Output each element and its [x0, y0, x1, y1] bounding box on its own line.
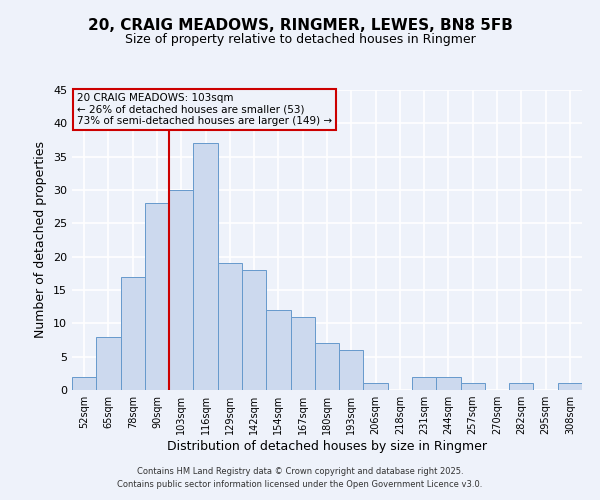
- Bar: [242, 270, 266, 390]
- Bar: [315, 344, 339, 390]
- Y-axis label: Number of detached properties: Number of detached properties: [34, 142, 47, 338]
- Bar: [121, 276, 145, 390]
- Bar: [509, 384, 533, 390]
- Bar: [169, 190, 193, 390]
- Bar: [96, 336, 121, 390]
- Bar: [412, 376, 436, 390]
- Text: 20 CRAIG MEADOWS: 103sqm
← 26% of detached houses are smaller (53)
73% of semi-d: 20 CRAIG MEADOWS: 103sqm ← 26% of detach…: [77, 93, 332, 126]
- Bar: [558, 384, 582, 390]
- Bar: [339, 350, 364, 390]
- Bar: [218, 264, 242, 390]
- Bar: [461, 384, 485, 390]
- Text: Contains HM Land Registry data © Crown copyright and database right 2025.: Contains HM Land Registry data © Crown c…: [137, 467, 463, 476]
- Text: 20, CRAIG MEADOWS, RINGMER, LEWES, BN8 5FB: 20, CRAIG MEADOWS, RINGMER, LEWES, BN8 5…: [88, 18, 512, 32]
- Bar: [145, 204, 169, 390]
- Bar: [193, 144, 218, 390]
- Bar: [266, 310, 290, 390]
- Text: Contains public sector information licensed under the Open Government Licence v3: Contains public sector information licen…: [118, 480, 482, 489]
- Bar: [290, 316, 315, 390]
- X-axis label: Distribution of detached houses by size in Ringmer: Distribution of detached houses by size …: [167, 440, 487, 453]
- Bar: [72, 376, 96, 390]
- Bar: [364, 384, 388, 390]
- Bar: [436, 376, 461, 390]
- Text: Size of property relative to detached houses in Ringmer: Size of property relative to detached ho…: [125, 32, 475, 46]
